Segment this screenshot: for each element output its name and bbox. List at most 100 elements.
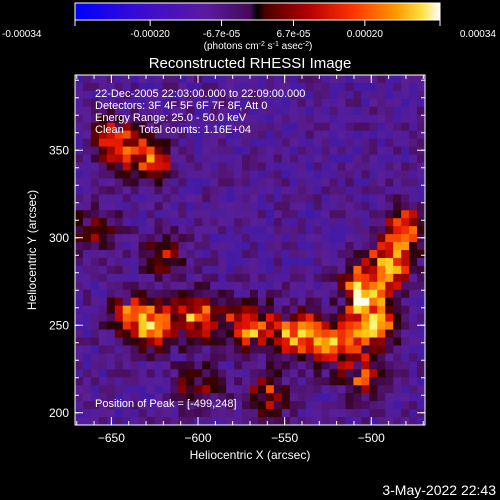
heatmap-cell: [329, 210, 338, 219]
heatmap-cell: [194, 122, 203, 132]
heatmap-cell: [353, 281, 362, 291]
heatmap-cell: [393, 194, 402, 203]
heatmap-cell: [289, 273, 299, 283]
heatmap-cell: [242, 313, 251, 322]
heatmap-cell: [106, 265, 116, 275]
heatmap-cell: [242, 369, 251, 378]
heatmap-cell: [353, 146, 362, 155]
heatmap-cell: [90, 234, 100, 243]
heatmap-cell: [250, 393, 259, 402]
heatmap-cell: [321, 369, 330, 378]
heatmap-cell: [250, 305, 259, 315]
heatmap-cell: [162, 106, 171, 116]
heatmap-cell: [385, 170, 394, 179]
heatmap-cell: [234, 250, 243, 259]
heatmap-cell: [313, 218, 322, 227]
heatmap-cell: [242, 409, 251, 418]
heatmap-cell: [393, 226, 402, 235]
heatmap-cell: [289, 234, 299, 243]
heatmap-cell: [98, 186, 108, 195]
heatmap-cell: [281, 401, 291, 410]
heatmap-cell: [242, 281, 251, 291]
heatmap-cell: [146, 90, 155, 100]
heatmap-cell: [98, 257, 108, 267]
heatmap-cell: [226, 377, 235, 386]
heatmap-cell: [98, 377, 108, 386]
heatmap-cell: [305, 393, 315, 402]
heatmap-cell: [170, 313, 179, 322]
heatmap-cell: [82, 130, 92, 140]
heatmap-cell: [297, 385, 307, 394]
heatmap-cell: [178, 226, 187, 235]
heatmap-cell: [369, 417, 378, 425]
heatmap-cell: [353, 114, 362, 124]
heatmap-cell: [234, 409, 243, 418]
heatmap-cell: [417, 234, 425, 243]
heatmap-cell: [226, 130, 235, 140]
heatmap-cell: [242, 202, 251, 211]
heatmap-cell: [178, 393, 187, 402]
heatmap-cell: [337, 337, 346, 346]
heatmap-cell: [186, 218, 195, 227]
heatmap-cell: [114, 369, 124, 378]
heatmap-cell: [385, 122, 394, 132]
heatmap-cell: [265, 257, 275, 267]
heatmap-cell: [170, 122, 179, 132]
heatmap-cell: [242, 170, 251, 179]
heatmap-cell: [409, 361, 418, 370]
heatmap-cell: [130, 130, 140, 140]
heatmap-cell: [98, 337, 108, 346]
heatmap-cell: [122, 234, 132, 243]
heatmap-cell: [210, 82, 219, 92]
heatmap-cell: [401, 234, 410, 243]
heatmap-cell: [273, 138, 283, 147]
heatmap-cell: [321, 226, 330, 235]
heatmap-cell: [257, 417, 267, 425]
heatmap-cell: [202, 385, 211, 394]
heatmap-cell: [377, 218, 386, 227]
heatmap-cell: [202, 162, 211, 171]
heatmap-cell: [186, 385, 195, 394]
heatmap-cell: [401, 138, 410, 147]
heatmap-cell: [218, 170, 227, 179]
heatmap-cell: [393, 114, 402, 124]
heatmap-cell: [202, 369, 211, 378]
heatmap-cell: [106, 305, 116, 315]
heatmap-cell: [361, 242, 370, 251]
heatmap-cell: [170, 265, 179, 275]
heatmap-cell: [138, 186, 147, 195]
heatmap-cell: [409, 369, 418, 378]
heatmap-cell: [170, 146, 179, 155]
heatmap-cell: [377, 146, 386, 155]
heatmap-cell: [186, 178, 195, 187]
heatmap-cell: [353, 250, 362, 259]
heatmap-cell: [90, 250, 100, 259]
heatmap-cell: [98, 273, 108, 283]
heatmap-cell: [321, 250, 330, 259]
heatmap-cell: [170, 162, 179, 171]
heatmap-cell: [369, 82, 378, 92]
heatmap-cell: [313, 313, 322, 322]
heatmap-cell: [257, 178, 267, 187]
heatmap-cell: [321, 409, 330, 418]
heatmap-cell: [257, 289, 267, 299]
heatmap-cell: [273, 178, 283, 187]
heatmap-cell: [377, 250, 386, 259]
heatmap-cell: [353, 265, 362, 275]
heatmap-cell: [385, 202, 394, 211]
heatmap-cell: [297, 361, 307, 370]
heatmap-cell: [305, 114, 315, 124]
heatmap-cell: [369, 242, 378, 251]
heatmap-cell: [210, 313, 219, 322]
heatmap-cell: [250, 250, 259, 259]
heatmap-cell: [329, 417, 338, 425]
heatmap-cell: [170, 345, 179, 354]
heatmap-cell: [257, 130, 267, 140]
heatmap-cell: [313, 409, 322, 418]
heatmap-cell: [369, 210, 378, 219]
heatmap-cell: [90, 297, 100, 307]
heatmap-cell: [313, 250, 322, 259]
heatmap-cell: [122, 122, 132, 132]
heatmap-cell: [82, 178, 92, 187]
